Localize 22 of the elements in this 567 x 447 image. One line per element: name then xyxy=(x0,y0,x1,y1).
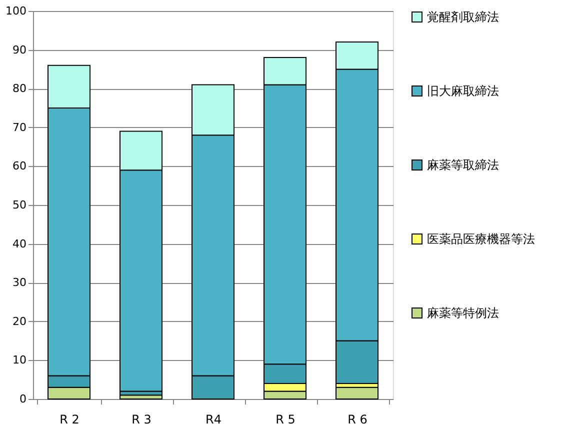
x-tick-label: R4 xyxy=(206,412,222,426)
y-tick-label: 20 xyxy=(12,314,26,328)
legend-label: 麻薬等取締法 xyxy=(427,158,499,172)
y-tick-label: 10 xyxy=(12,354,26,367)
y-tick-label: 30 xyxy=(12,276,26,290)
y-tick-label: 90 xyxy=(12,43,26,56)
legend-label: 麻薬等特例法 xyxy=(427,306,499,320)
x-tick-label: R 5 xyxy=(276,412,296,426)
y-tick-label: 100 xyxy=(6,4,26,18)
legend-label: 覚醒剤取締法 xyxy=(427,10,499,24)
y-tick-label: 50 xyxy=(12,198,26,212)
x-tick-label: R 2 xyxy=(60,412,80,426)
legend-label: 医薬品医療機器等法 xyxy=(427,232,535,246)
legend-label: 旧大麻取締法 xyxy=(427,84,499,98)
x-tick-label: R 6 xyxy=(348,412,368,426)
bar xyxy=(336,386,378,400)
y-tick-label: 0 xyxy=(20,392,26,406)
y-tick-label: 70 xyxy=(12,120,26,134)
x-tick-label: R 3 xyxy=(132,412,152,426)
y-tick-label: 80 xyxy=(12,82,26,96)
y-tick-label: 60 xyxy=(12,160,26,173)
y-tick-label: 40 xyxy=(12,237,26,250)
